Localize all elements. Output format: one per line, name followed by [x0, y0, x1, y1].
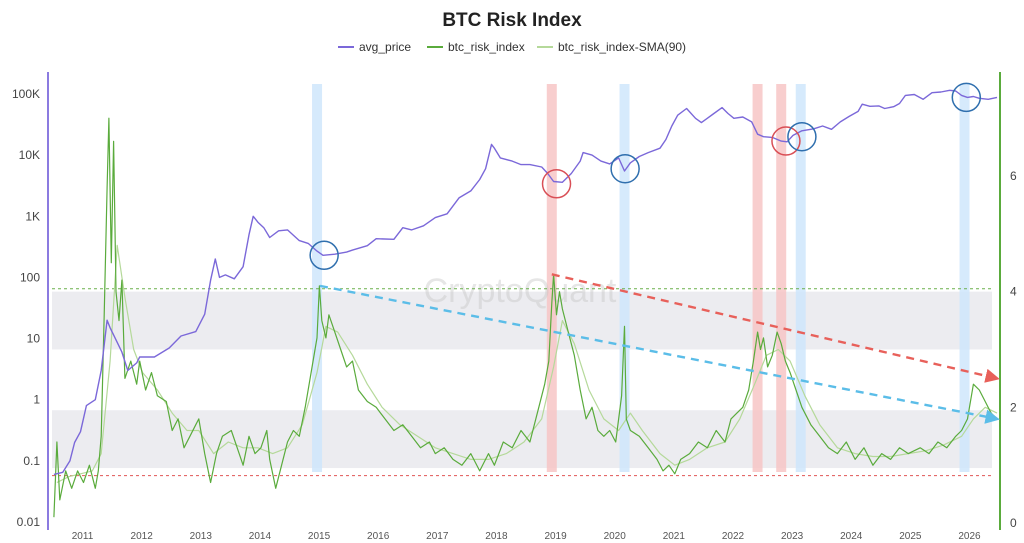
- y-right-tick-label: 0: [1010, 516, 1017, 530]
- y-right-tick-label: 4: [1010, 285, 1017, 299]
- x-tick-label: 2020: [604, 531, 627, 542]
- series-btc-risk-index-sma-90-: [56, 244, 998, 484]
- highlight-red: [776, 84, 787, 472]
- legend-item-avg-price[interactable]: avg_price: [338, 40, 411, 54]
- legend-label: avg_price: [359, 40, 411, 54]
- watermark: CryptoQuant: [424, 272, 617, 310]
- x-tick-label: 2018: [485, 531, 508, 542]
- axes: 0.01 0.1 1 10 100 1K 10K 100K 0 2 4 6 2011 2012 2013 20…: [12, 72, 1017, 542]
- chart-title: BTC Risk Index: [442, 10, 582, 31]
- x-tick-label: 2014: [249, 531, 272, 542]
- y-left-tick-label: 1: [33, 393, 40, 407]
- x-tick-label: 2022: [722, 531, 745, 542]
- y-left-tick-label: 1K: [25, 209, 40, 223]
- legend-item-btc-risk-index[interactable]: btc_risk_index: [427, 40, 525, 54]
- circle-marker: [771, 126, 801, 156]
- x-tick-label: 2023: [781, 531, 804, 542]
- y-left-tick-label: 0.1: [23, 454, 40, 468]
- highlight-blue: [959, 84, 970, 472]
- highlight-periods: [312, 84, 970, 472]
- legend-label: btc_risk_index-SMA(90): [558, 40, 686, 54]
- highlight-blue: [619, 84, 630, 472]
- highlight-red: [546, 84, 557, 472]
- circle-marker: [541, 169, 572, 199]
- x-tick-label: 2026: [958, 531, 981, 542]
- legend-item-btc-risk-index-sma-90-[interactable]: btc_risk_index-SMA(90): [537, 40, 686, 54]
- highlight-blue: [312, 84, 323, 472]
- legend[interactable]: avg_price btc_risk_index btc_risk_index-SM…: [338, 40, 686, 54]
- trend-lines: [319, 273, 1000, 424]
- x-tick-label: 2021: [663, 531, 686, 542]
- x-tick-label: 2017: [426, 531, 449, 542]
- circle-marker: [787, 121, 817, 152]
- circle-marker: [309, 240, 339, 271]
- x-tick-label: 2011: [72, 531, 94, 542]
- legend-label: btc_risk_index: [448, 40, 525, 54]
- y-right-tick-label: 6: [1010, 169, 1017, 183]
- y-left-tick-label: 100: [20, 270, 40, 284]
- risk-band: [52, 291, 992, 350]
- circle-marker: [951, 82, 982, 113]
- risk-band: [52, 410, 992, 469]
- trend-line-red: [551, 273, 1000, 383]
- x-tick-label: 2019: [544, 531, 567, 542]
- x-tick-label: 2016: [367, 531, 390, 542]
- x-tick-label: 2013: [190, 531, 213, 542]
- circle-marker: [610, 153, 640, 184]
- y-right-tick-label: 2: [1010, 400, 1017, 414]
- y-left-tick-label: 10: [27, 332, 41, 346]
- trend-line-blue: [319, 284, 1000, 424]
- y-left-tick-label: 0.01: [17, 515, 41, 529]
- highlight-blue: [795, 84, 806, 472]
- x-tick-label: 2024: [840, 531, 863, 542]
- risk-bands: [52, 291, 992, 469]
- x-tick-label: 2012: [131, 531, 154, 542]
- highlight-red: [752, 84, 763, 472]
- x-tick-label: 2015: [308, 531, 331, 542]
- x-tick-label: 2025: [899, 531, 922, 542]
- y-left-tick-label: 10K: [19, 148, 40, 162]
- y-left-tick-label: 100K: [12, 87, 40, 101]
- circled-points: [309, 82, 982, 271]
